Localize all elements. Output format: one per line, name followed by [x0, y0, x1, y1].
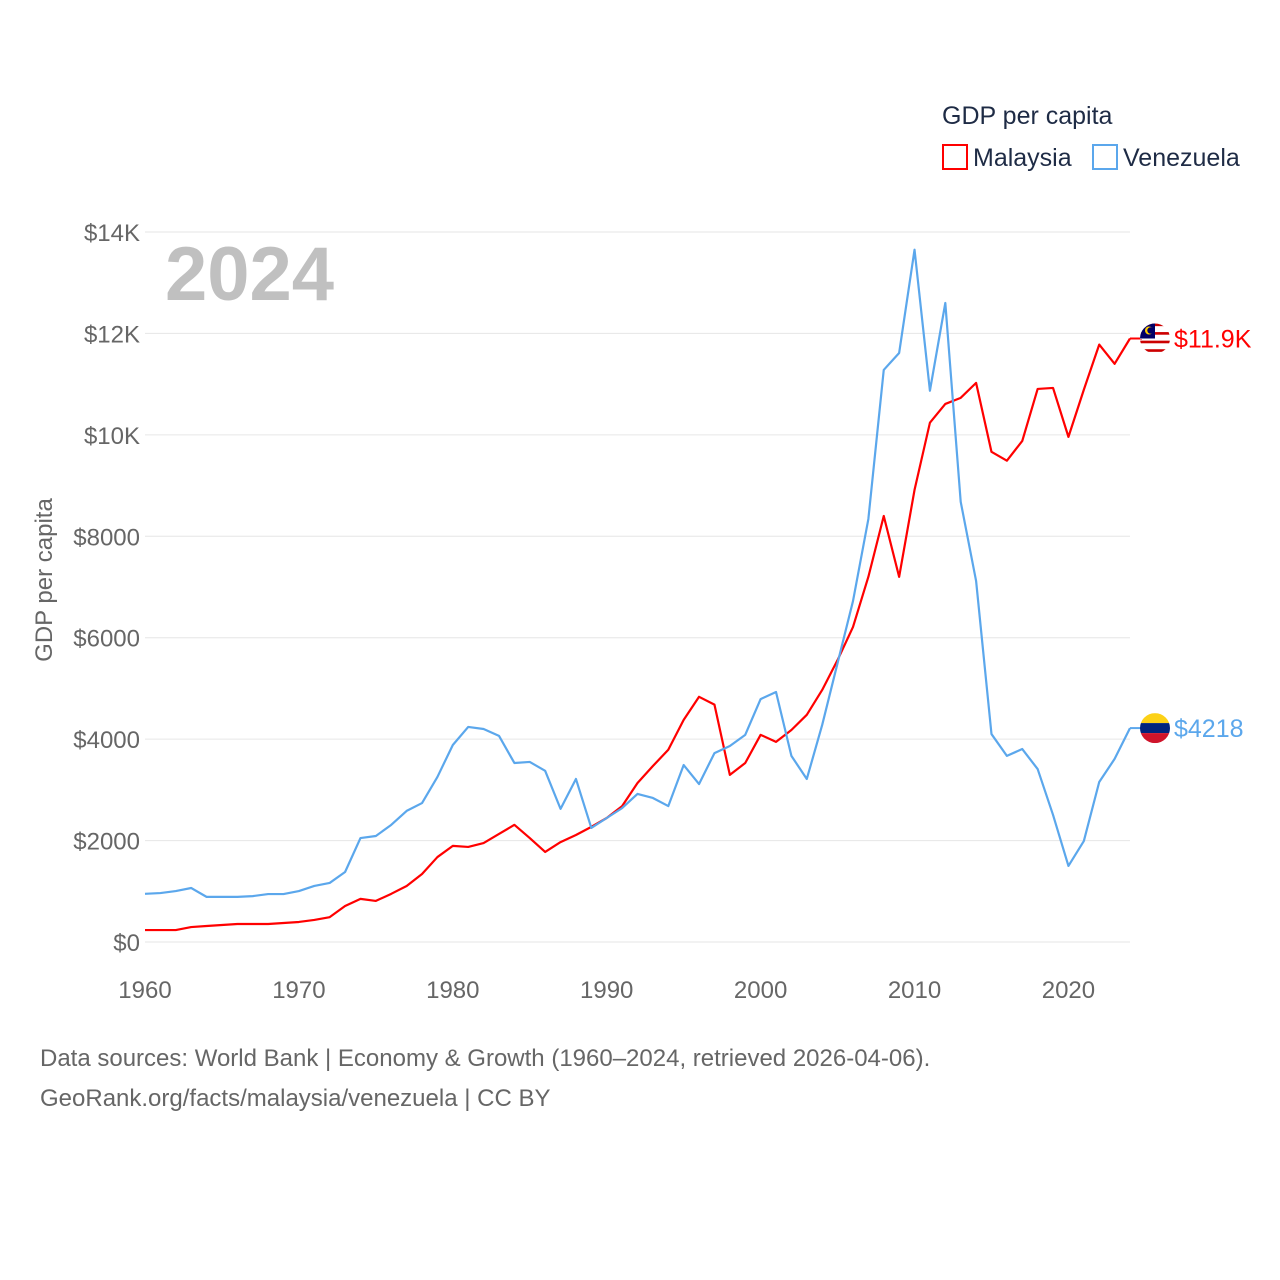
- legend-item-venezuela[interactable]: Venezuela: [1092, 144, 1240, 172]
- legend-swatch-malaysia: [942, 144, 968, 170]
- legend-label-malaysia: Malaysia: [973, 144, 1072, 172]
- legend-item-malaysia[interactable]: Malaysia: [942, 144, 1072, 172]
- flag-stripe-yellow: [1140, 713, 1170, 724]
- footer-link[interactable]: GeoRank.org/facts/malaysia/venezuela | C…: [40, 1085, 551, 1112]
- flag-stripe: [1140, 344, 1170, 348]
- y-axis-label: GDP per capita: [31, 498, 58, 662]
- legend-swatch-venezuela: [1092, 144, 1118, 170]
- legend-title: GDP per capita: [942, 102, 1113, 130]
- y-tick-label: $10K: [84, 423, 140, 450]
- y-tick-label: $2000: [73, 829, 140, 856]
- flag-stripe: [1140, 340, 1170, 344]
- x-tick-label: 2020: [1042, 977, 1095, 1004]
- flag-stripe: [1140, 349, 1170, 352]
- y-tick-label: $0: [113, 930, 140, 957]
- x-tick-label: 1960: [118, 977, 171, 1004]
- y-tick-label: $8000: [73, 524, 140, 551]
- x-tick-label: 1990: [580, 977, 633, 1004]
- malaysia-flag-icon: [1140, 323, 1170, 352]
- x-tick-label: 1970: [272, 977, 325, 1004]
- y-tick-label: $6000: [73, 626, 140, 653]
- flag-stripe-blue: [1140, 723, 1170, 734]
- venezuela-flag-icon: [1140, 713, 1170, 744]
- footer-sources: Data sources: World Bank | Economy & Gro…: [40, 1045, 931, 1072]
- y-tick-label: $12K: [84, 321, 140, 348]
- series-line-venezuela: [144, 248, 1131, 898]
- year-label: 2024: [165, 232, 334, 317]
- x-tick-label: 2000: [734, 977, 787, 1004]
- end-value-label: $11.9K: [1174, 326, 1252, 354]
- legend-label-venezuela: Venezuela: [1123, 144, 1240, 172]
- flag-body: [1140, 713, 1170, 744]
- y-tick-label: $4000: [73, 727, 140, 754]
- x-tick-label: 2010: [888, 977, 941, 1004]
- flag-stripe-red: [1140, 733, 1170, 744]
- series-line-malaysia: [145, 337, 1131, 932]
- x-tick-label: 1980: [426, 977, 479, 1004]
- flag-crescent-cut: [1147, 327, 1154, 334]
- y-tick-label: $14K: [84, 220, 140, 247]
- flag-body: [1140, 323, 1170, 352]
- end-value-label: $4218: [1174, 715, 1244, 743]
